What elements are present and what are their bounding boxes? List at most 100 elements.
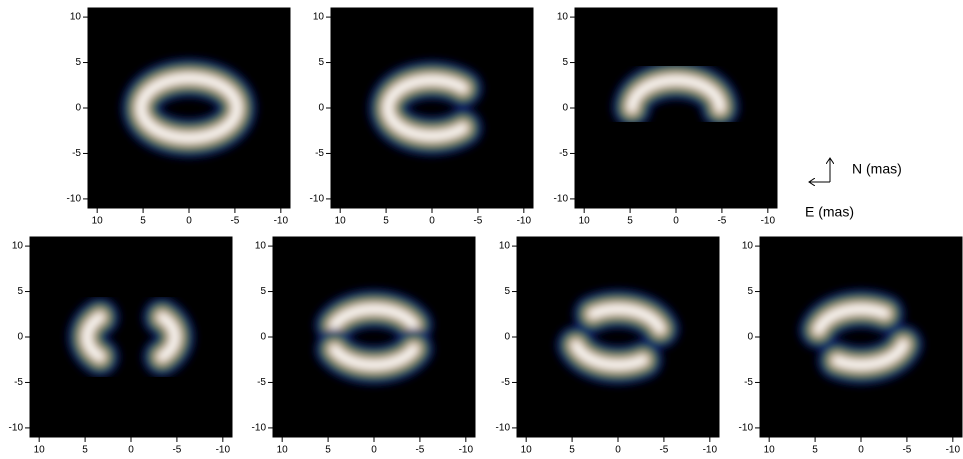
x-tick-label: -5	[659, 445, 668, 456]
panel: 10 5 0 -5 -10 -10 -5 0 5 10	[554, 7, 778, 227]
ring-segment	[383, 76, 468, 140]
east-label: E (mas)	[805, 204, 854, 220]
image	[798, 289, 924, 385]
y-tick-label: 5	[504, 286, 510, 297]
x-tick-label: 10	[277, 445, 289, 456]
x-tick-label: -5	[230, 216, 239, 227]
x-tick-label: -5	[902, 445, 911, 456]
y-tick-label: 0	[504, 332, 510, 343]
y-tick-label: 0	[260, 332, 266, 343]
y-tick-label: 5	[562, 57, 568, 68]
y-tick-label: 10	[255, 241, 267, 252]
y-tick-label: -10	[739, 423, 754, 434]
x-tick-label: 10	[764, 445, 776, 456]
x-tick-label: -10	[274, 216, 289, 227]
y-tick-label: -5	[72, 148, 81, 159]
y-tick-label: -5	[315, 148, 324, 159]
x-tick-label: -10	[946, 445, 961, 456]
y-tick-label: -10	[554, 194, 569, 205]
image-background	[760, 237, 962, 437]
y-tick-label: 0	[562, 103, 568, 114]
panel: 10 5 0 -5 -10 -10 -5 0 5 10	[310, 7, 534, 227]
y-tick-label: 0	[17, 332, 23, 343]
x-tick-label: 5	[82, 445, 88, 456]
panel: 10 5 0 -5 -10 -10 -5 0 5 10	[9, 236, 233, 456]
image	[555, 289, 681, 385]
image-background	[273, 237, 475, 437]
y-tick-label: -10	[9, 423, 24, 434]
x-tick-label: -10	[761, 216, 776, 227]
y-tick-label: 10	[12, 241, 24, 252]
y-tick-label: -10	[67, 194, 82, 205]
x-tick-label: -5	[415, 445, 424, 456]
x-tick-label: 0	[673, 216, 679, 227]
x-tick-label: -10	[703, 445, 718, 456]
y-tick-label: 0	[747, 332, 753, 343]
panel: 10 5 0 -5 -10 -10 -5 0 5 10	[739, 236, 963, 456]
image	[120, 58, 257, 158]
x-tick-label: -5	[717, 216, 726, 227]
ring-segment	[814, 305, 889, 334]
image	[314, 289, 434, 385]
x-tick-label: 0	[128, 445, 134, 456]
x-tick-label: 10	[92, 216, 104, 227]
ring-segment	[833, 340, 908, 369]
y-tick-label: -5	[14, 377, 23, 388]
ring-segment	[330, 305, 418, 330]
image-background	[517, 237, 719, 437]
x-tick-label: -10	[459, 445, 474, 456]
y-tick-label: 0	[318, 103, 324, 114]
ring-segment	[158, 313, 180, 361]
ring-segment	[628, 76, 724, 112]
x-tick-label: 5	[627, 216, 633, 227]
y-tick-label: 10	[557, 12, 569, 23]
y-tick-label: -5	[501, 377, 510, 388]
image-background	[331, 8, 533, 208]
x-tick-label: 0	[615, 445, 621, 456]
y-tick-label: 5	[260, 286, 266, 297]
y-tick-label: -10	[310, 194, 325, 205]
x-tick-label: 5	[325, 445, 331, 456]
ring-segment	[571, 341, 648, 369]
north-label: N (mas)	[852, 161, 902, 177]
x-tick-label: 5	[812, 445, 818, 456]
x-tick-label: 5	[140, 216, 146, 227]
y-tick-label: 5	[75, 57, 81, 68]
ring-segment	[82, 313, 104, 361]
x-tick-label: 0	[371, 445, 377, 456]
x-tick-label: 0	[186, 216, 192, 227]
x-tick-label: 10	[335, 216, 347, 227]
y-tick-label: 10	[313, 12, 325, 23]
panel: 10 5 0 -5 -10 -10 -5 0 5 10	[496, 236, 720, 456]
panel: 10 5 0 -5 -10 -10 -5 0 5 10	[67, 7, 291, 227]
x-tick-label: -10	[216, 445, 231, 456]
y-tick-label: 5	[318, 57, 324, 68]
y-tick-label: -5	[559, 148, 568, 159]
y-tick-label: 5	[747, 286, 753, 297]
ring-segment	[588, 305, 665, 333]
image	[612, 60, 740, 128]
y-tick-label: -5	[257, 377, 266, 388]
y-tick-label: -5	[744, 377, 753, 388]
x-tick-label: 0	[858, 445, 864, 456]
ring-segment	[136, 74, 241, 142]
y-tick-label: 5	[17, 286, 23, 297]
image-background	[88, 8, 290, 208]
y-tick-label: -10	[496, 423, 511, 434]
y-tick-label: 0	[75, 103, 81, 114]
image-background	[30, 237, 232, 437]
y-tick-label: 10	[742, 241, 754, 252]
x-tick-label: 5	[383, 216, 389, 227]
y-tick-label: 10	[499, 241, 511, 252]
x-tick-label: 0	[429, 216, 435, 227]
y-tick-label: 10	[70, 12, 82, 23]
ring-segment	[330, 344, 418, 369]
image-background	[575, 8, 777, 208]
image	[367, 60, 484, 156]
x-tick-label: 10	[579, 216, 591, 227]
y-tick-label: -10	[252, 423, 267, 434]
image	[66, 297, 196, 377]
x-tick-label: 10	[521, 445, 533, 456]
panel: 10 5 0 -5 -10 -10 -5 0 5 10	[252, 236, 476, 456]
